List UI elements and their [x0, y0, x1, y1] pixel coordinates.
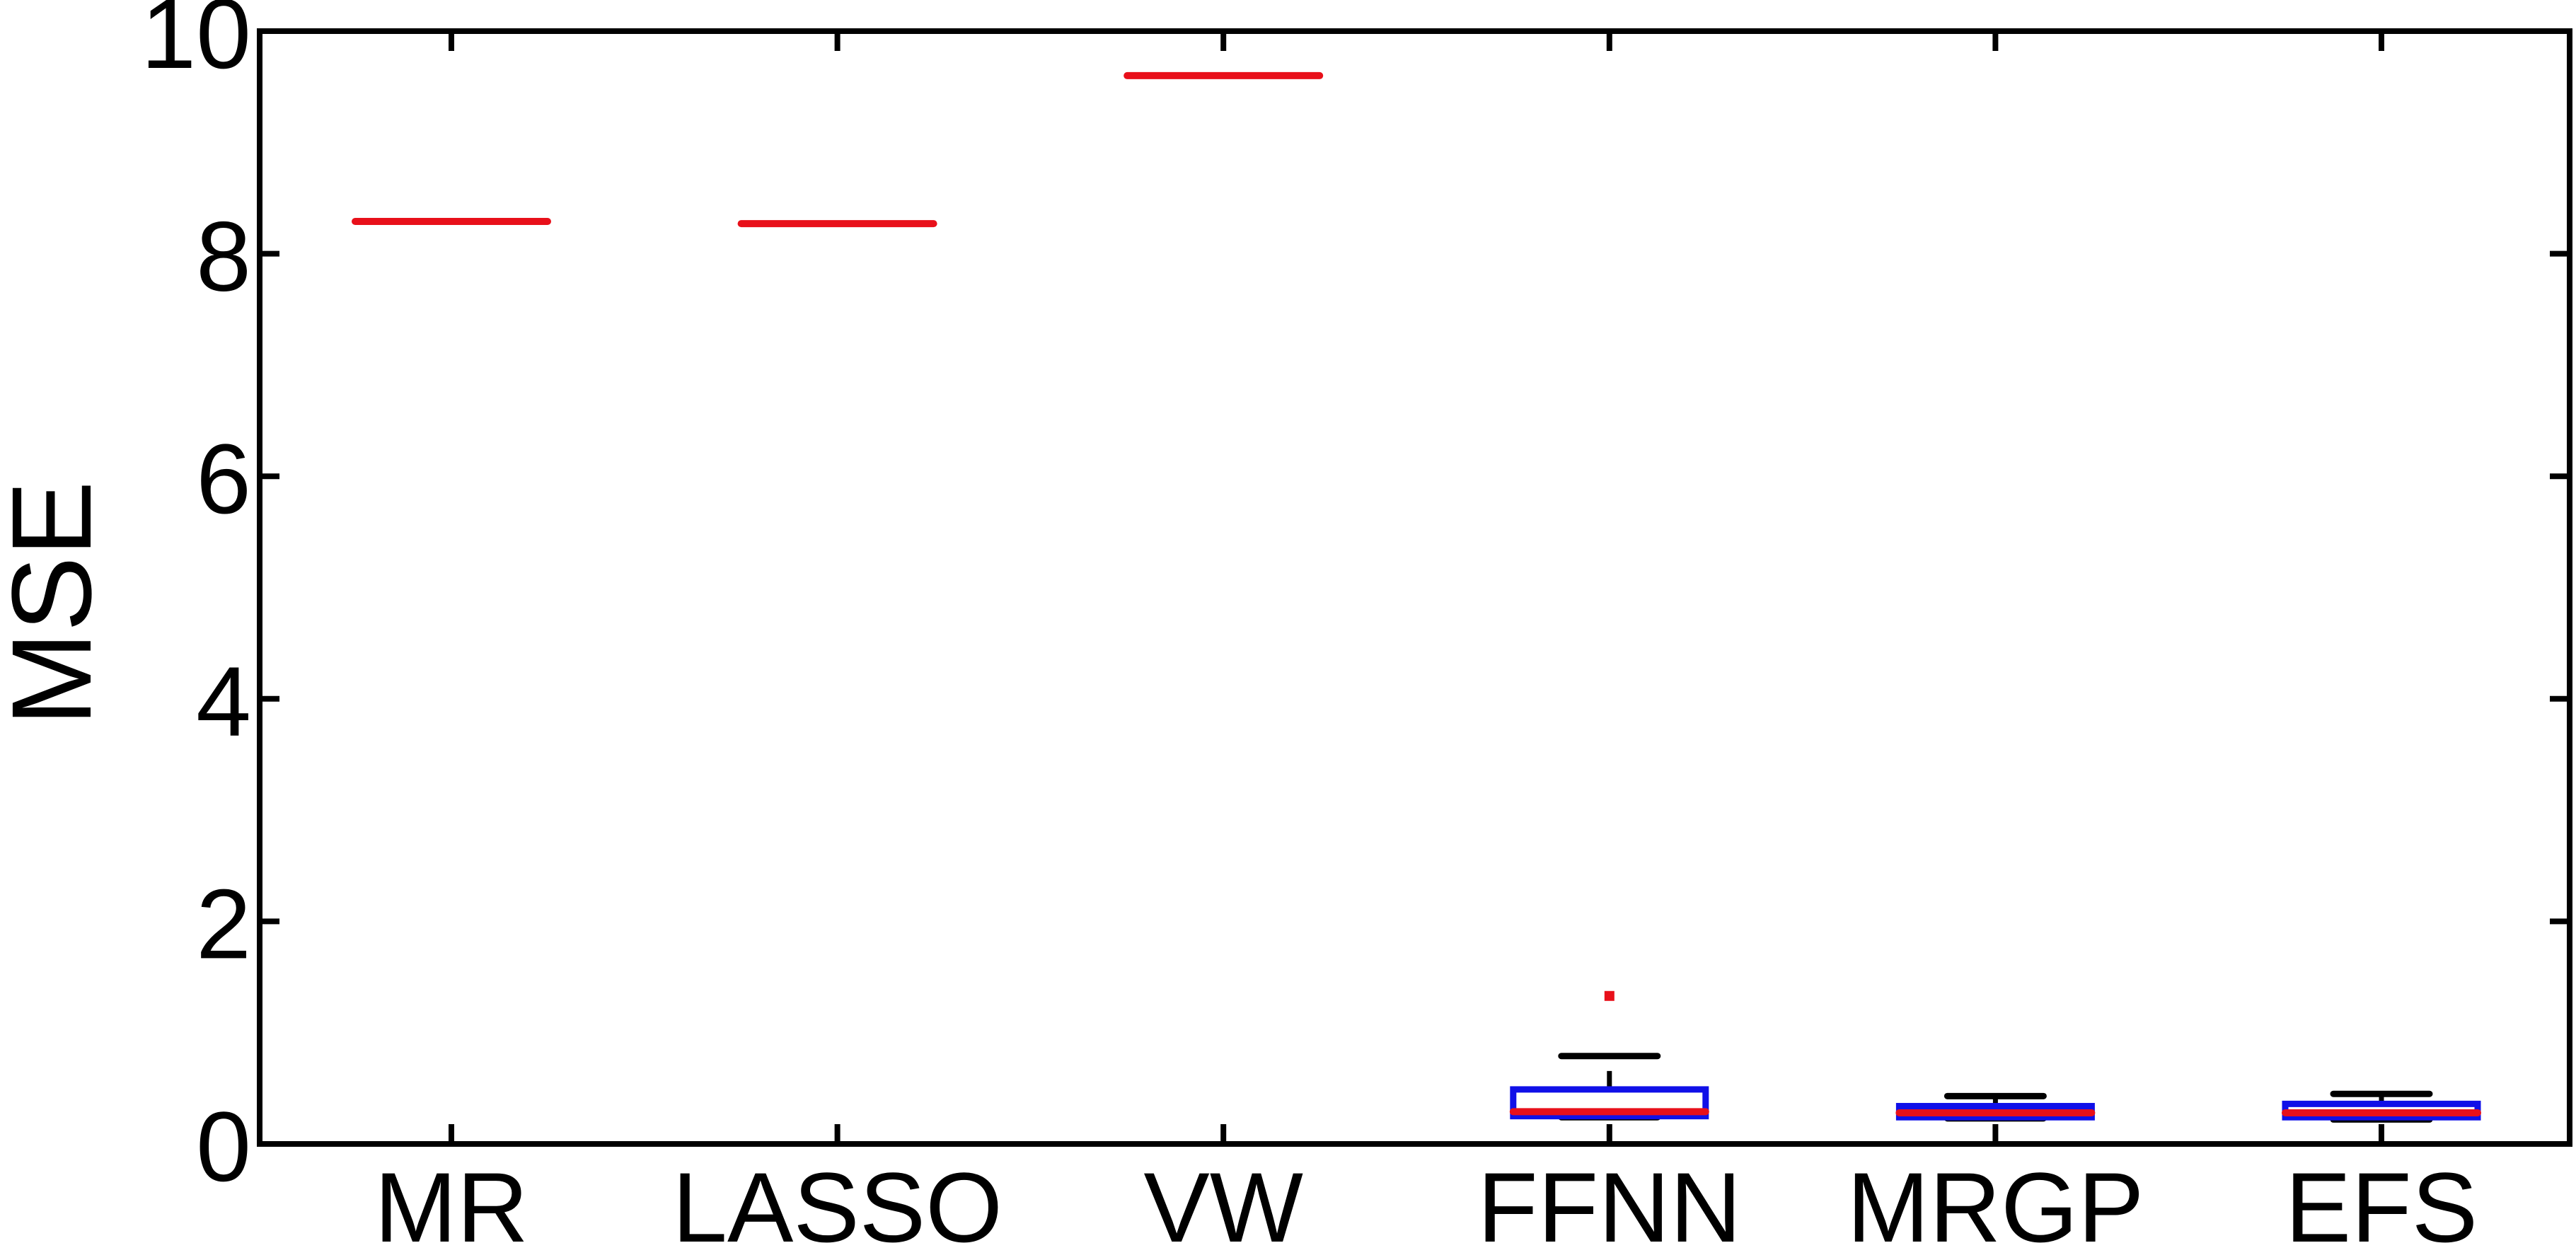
- y-tick-label: 8: [196, 201, 251, 312]
- axes-frame: [257, 28, 2572, 1147]
- y-tick-label: 4: [196, 646, 251, 757]
- y-tick-label: 6: [196, 423, 251, 534]
- x-tick-label: MRGP: [1847, 1152, 2144, 1243]
- x-tick-label: LASSO: [672, 1152, 1003, 1243]
- x-tick-label: EFS: [2285, 1152, 2478, 1243]
- x-tick-label: VW: [1143, 1152, 1303, 1243]
- y-tick-label: 2: [196, 868, 251, 979]
- x-tick-label: MR: [374, 1152, 529, 1243]
- x-tick-label: FFNN: [1477, 1152, 1741, 1243]
- outlier-point: [1604, 990, 1615, 1001]
- y-axis-title: MSE: [0, 481, 115, 727]
- box-mrgp: [1895, 1092, 2096, 1122]
- y-tick-label: 0: [196, 1091, 251, 1202]
- plot-area: [257, 28, 2572, 1147]
- box-ffnn: [1509, 990, 1709, 1121]
- box-iqr: [1510, 1086, 1709, 1120]
- box-marks: [352, 71, 2481, 1123]
- axis-ticks: 0 2 4 6 8 10 MR LASSO VW FFNN MRGP EFS: [141, 0, 2570, 1243]
- y-tick-label: 10: [141, 0, 251, 89]
- box-efs: [2282, 1090, 2481, 1123]
